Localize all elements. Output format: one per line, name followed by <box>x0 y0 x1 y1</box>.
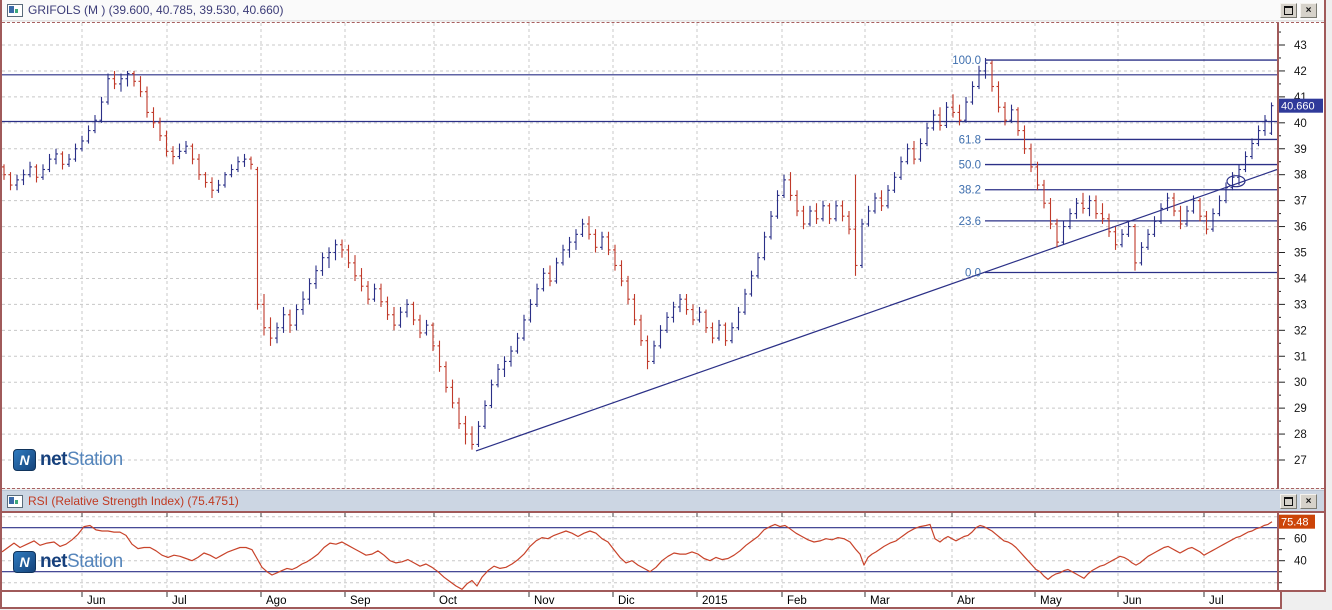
price-tick-label: 40 <box>1294 118 1307 130</box>
month-label: Jun <box>1123 595 1142 607</box>
indicator-icon <box>7 494 23 508</box>
time-axis-right-border <box>1280 592 1282 609</box>
netstation-watermark-rsi: N net Station <box>13 551 123 573</box>
candles <box>2 57 1274 450</box>
plot-axis-divider-rsi <box>1277 513 1279 590</box>
price-tick-label: 32 <box>1294 325 1307 337</box>
rsi-value-label: 75.48 <box>1279 514 1315 529</box>
price-chart-plot[interactable]: 100.0 61.8 50.0 38.2 23.6 0.0 <box>2 23 1278 488</box>
right-window-border <box>1324 0 1326 592</box>
panel-divider-top <box>2 22 1324 23</box>
month-label: Jul <box>1209 595 1224 607</box>
rsi-axis[interactable]: 60 40 75.48 <box>1278 513 1326 590</box>
month-labels: Jun Jul Ago Sep Oct Nov Dic 2015 Feb Mar Abr May Jun… <box>81 592 1224 607</box>
month-label: 2015 <box>702 595 728 607</box>
price-tick-label: 27 <box>1294 455 1307 467</box>
fib-level-label: 50.0 <box>959 160 981 172</box>
time-axis[interactable]: Jun Jul Ago Sep Oct Nov Dic 2015 Feb Mar Abr May Jun… <box>2 592 1280 607</box>
rsi-current-value: 75.48 <box>1281 517 1309 529</box>
netstation-watermark: N net Station <box>13 449 123 471</box>
fib-level-label: 38.2 <box>959 185 981 197</box>
netstation-wordmark-bold: net <box>40 551 68 572</box>
restore-icon <box>1284 6 1293 15</box>
price-tick-label: 37 <box>1294 196 1307 208</box>
close-icon: × <box>1305 4 1312 16</box>
price-tick-label: 31 <box>1294 351 1307 363</box>
netstation-logo-icon: N <box>13 449 36 471</box>
month-label: Feb <box>787 595 807 607</box>
price-tick-label: 28 <box>1294 429 1307 441</box>
fib-level-label: 61.8 <box>959 134 981 146</box>
last-price-value: 40.660 <box>1281 101 1315 113</box>
price-tick-label: 36 <box>1294 222 1307 234</box>
month-label: Oct <box>439 595 458 607</box>
price-tick-label: 34 <box>1294 273 1307 285</box>
netstation-wordmark-bold: net <box>40 449 68 470</box>
time-axis-background <box>2 592 1280 607</box>
rsi-line <box>2 521 1273 590</box>
rsi-tick-label: 60 <box>1294 534 1307 546</box>
price-tick-label: 33 <box>1294 299 1307 311</box>
rsi-plot[interactable] <box>2 513 1278 590</box>
price-tick-label: 30 <box>1294 377 1307 389</box>
rsi-bands <box>2 527 1278 573</box>
price-tick-label: 29 <box>1294 403 1307 415</box>
chart-icon <box>7 3 23 17</box>
month-label: Abr <box>957 595 975 607</box>
fib-level-label: 23.6 <box>959 216 981 228</box>
month-label: Dic <box>618 595 635 607</box>
month-label: Ago <box>266 595 286 607</box>
rsi-restore-button[interactable] <box>1280 494 1297 509</box>
price-tick-label: 39 <box>1294 144 1307 156</box>
month-gridlines <box>81 23 1205 488</box>
rsi-plot-background <box>2 512 1324 590</box>
price-tick-label: 38 <box>1294 170 1307 182</box>
rsi-month-ticks <box>81 513 1205 517</box>
price-gridlines <box>2 44 1278 461</box>
rsi-title: RSI (Relative Strength Index) (75.4751) <box>28 494 239 508</box>
close-icon: × <box>1305 495 1312 507</box>
month-label: Jul <box>172 595 187 607</box>
plot-axis-divider-main <box>1277 23 1279 488</box>
rsi-tick-label: 40 <box>1294 556 1307 568</box>
fib-level-label: 100.0 <box>952 55 981 67</box>
restore-icon <box>1284 497 1293 506</box>
month-label: Jun <box>87 595 106 607</box>
rsi-close-button[interactable]: × <box>1300 494 1317 509</box>
price-tick-label: 43 <box>1294 40 1307 52</box>
restore-button[interactable] <box>1280 3 1297 18</box>
price-tick-label: 42 <box>1294 66 1307 78</box>
fib-level-label: 0.0 <box>965 267 981 279</box>
grifols-titlebar[interactable]: GRIFOLS (M ) (39.600, 40.785, 39.530, 40… <box>2 0 1324 21</box>
trendline[interactable] <box>475 168 1278 452</box>
month-label: Sep <box>350 595 370 607</box>
month-label: May <box>1040 595 1062 607</box>
netstation-wordmark-light: Station <box>67 449 123 470</box>
grifols-title: GRIFOLS (M ) (39.600, 40.785, 39.530, 40… <box>28 3 284 17</box>
rsi-panel-bottom-border <box>0 590 1326 592</box>
fibonacci-retracement: 100.0 61.8 50.0 38.2 23.6 0.0 <box>952 55 1277 279</box>
rsi-panel-top-border <box>0 511 1326 513</box>
ellipse-annotation[interactable] <box>1226 175 1246 188</box>
rsi-gridlines <box>2 513 1278 589</box>
rsi-titlebar[interactable]: RSI (Relative Strength Index) (75.4751) … <box>2 490 1324 511</box>
main-plot-background <box>2 22 1324 488</box>
last-price-label: 40.660 <box>1279 98 1323 113</box>
month-label: Mar <box>870 595 890 607</box>
rsi-axis-ticks: 60 40 <box>1278 516 1307 584</box>
horizontal-price-lines <box>2 74 1277 123</box>
netstation-wordmark-light: Station <box>67 551 123 572</box>
left-window-border <box>0 0 2 609</box>
month-label: Nov <box>534 595 555 607</box>
close-button[interactable]: × <box>1300 3 1317 18</box>
time-axis-bottom-border <box>0 607 1282 609</box>
panel-divider-bottom <box>2 488 1324 489</box>
netstation-logo-icon: N <box>13 551 36 573</box>
price-tick-label: 35 <box>1294 248 1307 260</box>
